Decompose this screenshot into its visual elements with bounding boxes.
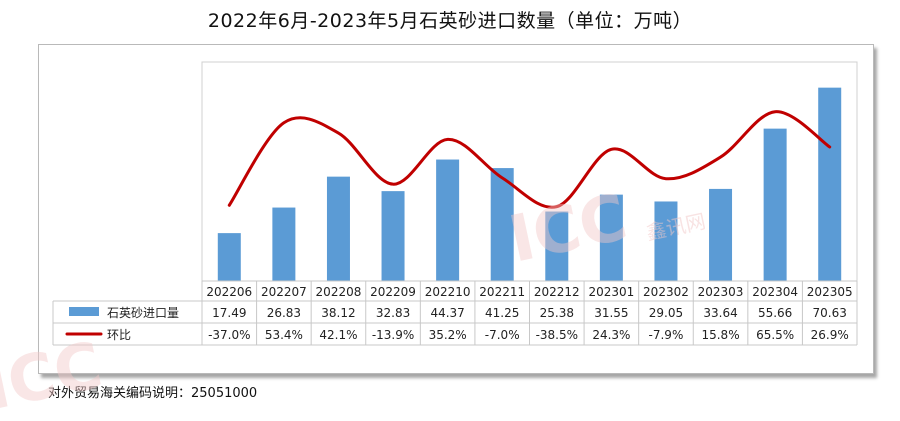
- chart-svg: 202206 202207 202208 202209 202210 202211 2022…: [52, 61, 858, 346]
- bar-202304: [763, 128, 787, 281]
- category-label: 202210: [425, 285, 471, 299]
- bar-202207: [272, 207, 296, 281]
- bar-value-label: 33.64: [703, 306, 737, 320]
- ratio-value-label: -7.0%: [485, 328, 520, 342]
- bar-202206: [217, 233, 241, 281]
- ratio-line: [227, 110, 832, 209]
- ratio-value-label: 24.3%: [592, 328, 630, 342]
- bar-value-label: 26.83: [267, 306, 301, 320]
- chart-title: 2022年6月-2023年5月石英砂进口数量（单位：万吨）: [207, 10, 693, 32]
- bar-value-label: 31.55: [594, 306, 628, 320]
- category-label: 202206: [206, 285, 252, 299]
- legend-line-label: 环比: [107, 328, 131, 342]
- bar-value-label: 41.25: [485, 306, 519, 320]
- bar-value-label: 70.63: [813, 306, 847, 320]
- data-table: 202206 202207 202208 202209 202210 202211 2022…: [52, 280, 858, 346]
- bar-202301: [599, 194, 623, 281]
- ratio-value-label: 35.2%: [429, 328, 467, 342]
- bar-202208: [326, 176, 350, 281]
- bar-202302: [654, 201, 678, 281]
- category-label: 202209: [370, 285, 416, 299]
- bar-value-label: 32.83: [376, 306, 410, 320]
- ratio-value-label: -37.0%: [208, 328, 250, 342]
- legend-bar-label: 石英砂进口量: [107, 306, 179, 320]
- category-label: 202208: [316, 285, 362, 299]
- bar-202211: [490, 168, 514, 281]
- category-label: 202207: [261, 285, 307, 299]
- ratio-value-label: 42.1%: [319, 328, 357, 342]
- chart-frame: 202206 202207 202208 202209 202210 202211 2022…: [38, 44, 874, 374]
- ratio-value-label: -7.9%: [649, 328, 684, 342]
- ratio-value-label: -38.5%: [536, 328, 578, 342]
- category-label: 202305: [807, 285, 853, 299]
- category-label: 202304: [752, 285, 798, 299]
- ratio-value-label: -13.9%: [372, 328, 414, 342]
- bar-202212: [545, 211, 569, 281]
- bar-202210: [436, 159, 460, 281]
- bar-value-label: 55.66: [758, 306, 792, 320]
- ratio-value-label: 65.5%: [756, 328, 794, 342]
- footnote: 对外贸易海关编码说明：25051000: [48, 386, 258, 401]
- bar-202209: [381, 191, 405, 281]
- plot-area: [201, 61, 858, 282]
- bar-value-label: 29.05: [649, 306, 683, 320]
- bar-202305: [818, 87, 842, 281]
- category-label: 202303: [698, 285, 744, 299]
- ratio-value-label: 53.4%: [265, 328, 303, 342]
- bar-202303: [709, 188, 733, 281]
- plot-border: [201, 61, 858, 282]
- legend-bar-swatch: [69, 307, 99, 316]
- bar-value-label: 44.37: [430, 306, 464, 320]
- category-label: 202211: [479, 285, 525, 299]
- bar-value-label: 25.38: [540, 306, 574, 320]
- bar-value-label: 17.49: [212, 306, 246, 320]
- bar-value-label: 38.12: [321, 306, 355, 320]
- category-label: 202212: [534, 285, 580, 299]
- ratio-value-label: 15.8%: [701, 328, 739, 342]
- category-label: 202302: [643, 285, 689, 299]
- category-label: 202301: [588, 285, 634, 299]
- ratio-value-label: 26.9%: [811, 328, 849, 342]
